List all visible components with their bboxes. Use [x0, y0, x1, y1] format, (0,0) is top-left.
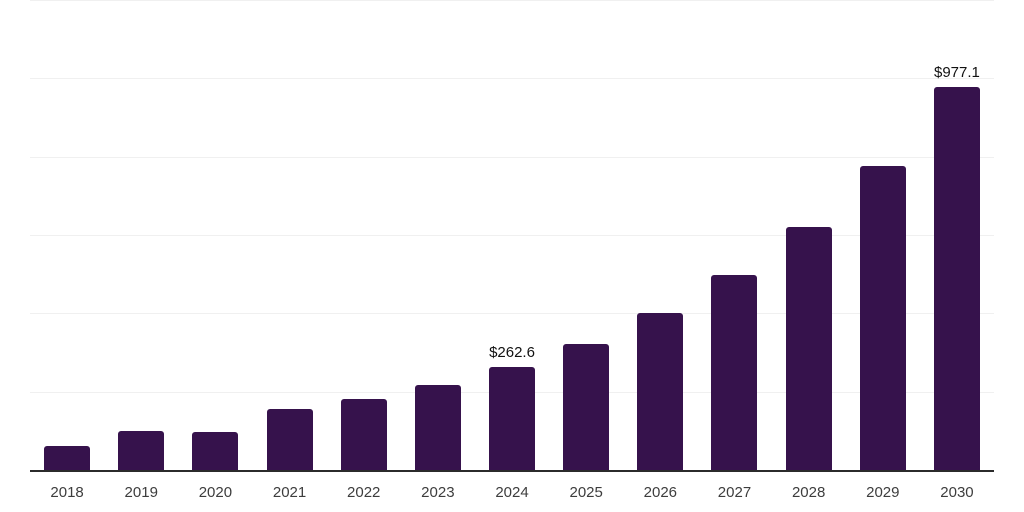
- bar-slot: [623, 0, 697, 470]
- x-tick-label-2022: 2022: [347, 484, 381, 501]
- bar-2022: [340, 398, 387, 470]
- x-tick-label-2029: 2029: [866, 484, 900, 501]
- x-tick-label-2023: 2023: [421, 484, 455, 501]
- bar-slot: [104, 0, 178, 470]
- bar-slot: [549, 0, 623, 470]
- x-tick-label-2026: 2026: [643, 484, 678, 501]
- bars-row: $262.6 $977.1: [30, 0, 994, 470]
- x-axis-tick-labels: 2018 2019 2020 2021 2022 2023 2024 2025 2026 2027…: [30, 484, 994, 501]
- gridline: [30, 156, 994, 158]
- bar-2020: [192, 432, 239, 470]
- bar-slot: [327, 0, 401, 470]
- plot-area: $262.6 $977.1: [30, 0, 994, 472]
- bar-slot: [30, 0, 104, 470]
- bar-2028: [785, 227, 832, 470]
- bar-2019: [118, 431, 165, 470]
- bar-slot: [772, 0, 846, 470]
- bar-slot: [697, 0, 771, 470]
- x-axis-line: [30, 470, 994, 472]
- bar-2029: [859, 166, 906, 470]
- x-tick-label-2020: 2020: [198, 484, 233, 501]
- x-tick-label-2018: 2018: [50, 484, 84, 501]
- bar-2018: [44, 445, 91, 470]
- x-tick-label-2030: 2030: [940, 484, 974, 501]
- gridline: [30, 0, 994, 1]
- bar-2026: [637, 312, 684, 470]
- x-tick-label-2021: 2021: [272, 484, 307, 501]
- gridline: [30, 313, 994, 315]
- bar-slot: $262.6: [475, 0, 549, 470]
- bar-value-label: $262.6: [489, 344, 535, 362]
- bar-2030: [933, 87, 980, 470]
- x-tick-label-2027: 2027: [717, 484, 752, 501]
- bar-slot: $977.1: [920, 0, 994, 470]
- bar-2024: [489, 367, 536, 470]
- gridline: [30, 235, 994, 236]
- x-tick-label-2019: 2019: [124, 484, 158, 501]
- bar-2025: [563, 343, 610, 470]
- bar-slot: [846, 0, 920, 470]
- bar-2027: [711, 274, 758, 470]
- bar-slot: [178, 0, 252, 470]
- bar-2021: [266, 408, 313, 470]
- bar-value-label: $977.1: [934, 64, 980, 82]
- x-tick-label-2025: 2025: [569, 484, 603, 501]
- bar-slot: [252, 0, 326, 470]
- gridline: [30, 78, 994, 80]
- bar-2023: [414, 384, 461, 470]
- bar-slot: [401, 0, 475, 470]
- x-tick-label-2024: 2024: [495, 484, 529, 501]
- x-tick-label-2028: 2028: [791, 484, 826, 501]
